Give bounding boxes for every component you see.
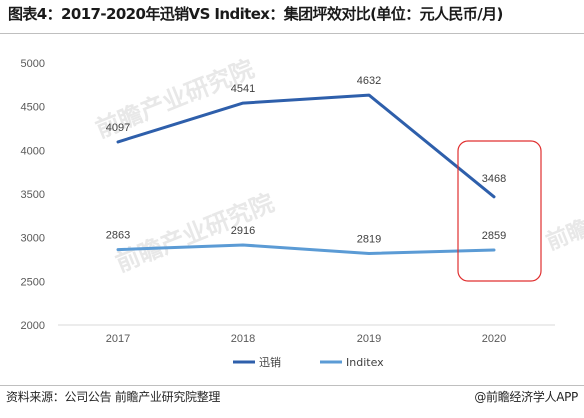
data-label: 4541 — [231, 83, 255, 95]
data-label: 2859 — [482, 230, 506, 242]
series-line-inditex — [116, 243, 496, 255]
y-tick-label: 2500 — [21, 276, 45, 288]
chart-title: 图表4：2017-2020年迅销VS Inditex：集团坪效对比(单位：元人民… — [8, 5, 503, 23]
x-tick-label: 2017 — [106, 333, 130, 345]
chart-axes: 2000 2500 3000 3500 4000 4500 5000 2017 2018 2019… — [21, 58, 555, 345]
x-tick-label: 2018 — [231, 333, 255, 345]
legend-label: 迅销 — [259, 355, 281, 369]
y-tick-label: 3500 — [21, 189, 45, 201]
source-note: 资料来源：公司公告 前瞻产业研究院整理 — [6, 390, 221, 404]
y-tick-label: 4500 — [21, 102, 45, 114]
y-tick-label: 3000 — [21, 233, 45, 245]
chart-series — [116, 93, 496, 255]
y-tick-label: 2000 — [21, 320, 45, 332]
watermark-text-3: 前瞻产业研究院 — [543, 174, 584, 256]
footer-divider — [0, 385, 584, 386]
x-tick-label: 2019 — [357, 333, 381, 345]
data-label: 2819 — [357, 233, 381, 245]
legend: 迅销 Inditex — [233, 355, 384, 369]
brand-credit: @前瞻经济学人APP — [474, 390, 578, 404]
highlight-rect — [457, 140, 542, 282]
highlight-box — [457, 140, 542, 282]
data-labels: 4097 4541 4632 3468 2863 2916 2819 2859 — [106, 75, 506, 245]
x-tick-label: 2020 — [482, 333, 506, 345]
data-label: 3468 — [482, 173, 506, 185]
data-label: 4097 — [106, 122, 130, 134]
data-label: 4632 — [357, 75, 381, 87]
legend-label: Inditex — [346, 356, 384, 369]
y-tick-label: 4000 — [21, 145, 45, 157]
title-divider — [0, 33, 584, 34]
data-label: 2863 — [106, 230, 130, 242]
data-label: 2916 — [231, 225, 255, 237]
series-line-fast-retailing — [116, 93, 496, 199]
y-tick-label: 5000 — [21, 58, 45, 70]
